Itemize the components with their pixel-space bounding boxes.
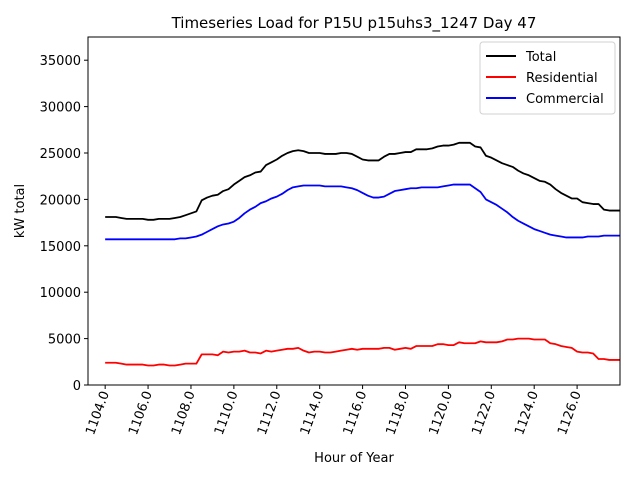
y-axis-ticks: 0 5000 10000 15000 20000 25000 30000 35000 xyxy=(40,54,88,394)
y-tick-label: 25000 xyxy=(40,147,81,162)
y-tick-label: 0 xyxy=(73,379,81,394)
series-lines xyxy=(105,141,620,367)
legend: Total Residential Commercial xyxy=(479,41,616,115)
y-tick-label: 30000 xyxy=(40,101,81,116)
series-line-commercial xyxy=(105,183,620,241)
y-tick-label: 20000 xyxy=(40,193,81,208)
y-axis-label: kW total xyxy=(13,184,28,238)
plot-frame xyxy=(87,36,621,386)
chart-title: Timeseries Load for P15U p15uhs3_1247 Da… xyxy=(171,14,537,33)
y-tick-label: 35000 xyxy=(40,54,81,69)
y-tick-label: 15000 xyxy=(40,240,81,255)
y-tick-label: 5000 xyxy=(48,333,81,348)
series-line-total xyxy=(105,141,620,221)
legend-frame xyxy=(479,41,616,115)
y-tick-label: 10000 xyxy=(40,286,81,301)
legend-label-residential: Residential xyxy=(526,71,598,86)
series-line-residential xyxy=(105,337,620,367)
x-axis-label: Hour of Year xyxy=(314,451,394,466)
legend-label-total: Total xyxy=(525,50,556,65)
legend-label-commercial: Commercial xyxy=(526,92,604,107)
